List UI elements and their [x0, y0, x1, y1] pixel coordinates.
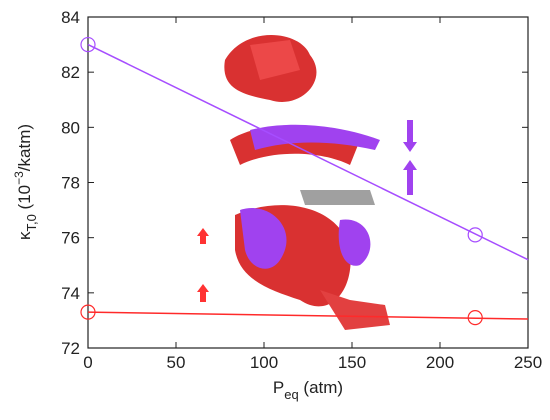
arrow — [197, 284, 209, 302]
ribbon — [320, 290, 390, 330]
fit-line — [87, 43, 529, 261]
y-tick-label: 76 — [61, 229, 80, 248]
y-tick-label: 72 — [61, 339, 80, 358]
y-tick-label: 78 — [61, 174, 80, 193]
ligand — [300, 190, 375, 205]
y-tick-label: 82 — [61, 63, 80, 82]
protein-illustration — [197, 35, 417, 330]
x-tick-label: 200 — [426, 353, 454, 372]
x-tick-label: 150 — [338, 353, 366, 372]
x-tick-label: 50 — [167, 353, 186, 372]
ribbon — [240, 208, 287, 269]
x-tick-label: 100 — [250, 353, 278, 372]
x-tick-label: 0 — [83, 353, 92, 372]
x-axis-title: Peq (atm) — [273, 378, 343, 402]
data-point — [80, 36, 96, 53]
arrow — [403, 120, 417, 152]
x-tick-label: 250 — [514, 353, 542, 372]
y-tick-label: 80 — [61, 118, 80, 137]
data-point — [80, 304, 96, 320]
y-axis-title: κT,0 (10−3/katm) — [12, 124, 39, 240]
data-point — [467, 310, 483, 326]
arrow — [403, 160, 417, 195]
arrow — [197, 228, 209, 244]
ribbon — [250, 124, 380, 150]
fit-line — [87, 311, 529, 320]
ribbon — [338, 219, 371, 266]
y-tick-label: 74 — [61, 284, 80, 303]
y-tick-label: 84 — [61, 8, 80, 27]
ribbon — [250, 40, 300, 80]
data-point — [467, 227, 483, 243]
